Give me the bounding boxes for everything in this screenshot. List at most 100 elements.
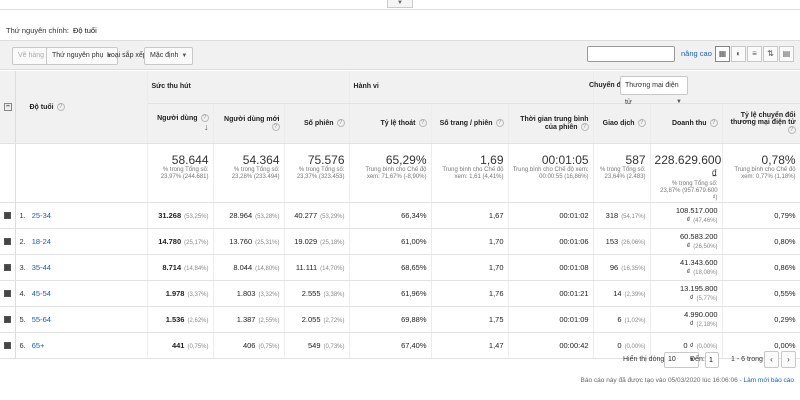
help-icon[interactable]: ?	[709, 119, 718, 127]
primary-dimension-value[interactable]: Độ tuổi	[72, 26, 97, 35]
toolbar: Vẽ hàng Thứ nguyên phụ ▼ Loại sắp xếp: Mặ…	[0, 40, 800, 70]
revenue-cell: 13.195.800 ₫ (5,77%)	[650, 280, 723, 307]
revenue-value: 60.583.200 ₫	[680, 232, 718, 250]
users-pct: (2,62%)	[187, 317, 209, 324]
duration-cell: 00:01:08	[508, 254, 594, 281]
col-transactions[interactable]: Giao dịch?	[593, 103, 651, 144]
age-group-link[interactable]: 65+	[31, 340, 45, 350]
secondary-dimension-dropdown[interactable]: Thứ nguyên phụ ▼	[46, 47, 119, 65]
sessions-cell: 549 (0,73%)	[284, 332, 350, 359]
users-pct: (14,84%)	[184, 265, 209, 272]
row-checkbox[interactable]	[4, 212, 11, 220]
col-duration-label: Thời gian trung bình của phiên	[520, 115, 589, 131]
next-page-button[interactable]: ›	[781, 351, 796, 368]
users-pct: (3,37%)	[187, 291, 209, 298]
comparison-view-icon[interactable]: ⇅	[763, 46, 778, 62]
row-checkbox[interactable]	[4, 238, 11, 246]
sort-type-dropdown[interactable]: Mặc định ▼	[144, 47, 194, 65]
minus-icon[interactable]: –	[4, 102, 12, 111]
performance-view-icon[interactable]: ≡	[747, 46, 762, 62]
plot-rows-button[interactable]: Vẽ hàng	[12, 47, 51, 65]
age-group-link[interactable]: 25-34	[31, 210, 51, 220]
row-checkbox[interactable]	[4, 264, 11, 272]
chevron-down-icon: ▼	[181, 53, 188, 59]
refresh-report-link[interactable]: Làm mới báo cáo	[743, 377, 794, 384]
view-switcher: ▦ ◐ ≡ ⇅ ▤	[715, 46, 795, 62]
table-row: 1. 25-34 31.268 (53,25%) 28.964 (53,28%) 40.27…	[0, 202, 800, 229]
top-bar: ▼	[0, 0, 800, 10]
help-icon[interactable]: ?	[580, 122, 589, 131]
pages-cell: 1,47	[431, 332, 509, 359]
help-icon[interactable]: ?	[336, 119, 345, 127]
transactions-value: 14	[613, 288, 622, 298]
pages-cell: 1,76	[431, 280, 509, 307]
age-group-link[interactable]: 35-44	[31, 262, 51, 272]
col-bounce-rate[interactable]: Tỷ lệ thoát?	[349, 103, 432, 144]
row-checkbox[interactable]	[4, 290, 11, 298]
users-value: 31.268	[158, 210, 182, 220]
pivot-view-icon[interactable]: ▤	[779, 46, 794, 62]
goto-page-input[interactable]	[705, 352, 719, 368]
conversion-type-dropdown[interactable]: Thương mại điện tử ▼	[620, 76, 688, 106]
conversion-cell: 0,29%	[722, 306, 800, 333]
search-input[interactable]	[587, 46, 675, 62]
prev-page-button[interactable]: ‹	[764, 351, 779, 368]
help-icon[interactable]: ?	[200, 114, 209, 122]
help-icon[interactable]: ?	[787, 126, 796, 134]
row-checkbox[interactable]	[4, 342, 11, 350]
table-row: 5. 55-64 1.536 (2,62%) 1.387 (2,55%) 2.055 (2,7…	[0, 306, 800, 333]
report-generated-text: Báo cáo này đã được tạo vào 05/03/2020 l…	[580, 377, 744, 384]
users-cell: 441 (0,75%)	[147, 332, 214, 359]
dimension-cell: 2. 18-24	[15, 228, 148, 255]
total-cell: 1,69 Trung bình cho Chế độ xem: 1,61 (4,4…	[431, 143, 509, 203]
help-icon[interactable]: ?	[637, 119, 646, 127]
select-all-cell[interactable]: –	[0, 71, 16, 144]
col-pages-per-session[interactable]: Số trang / phiên?	[431, 103, 509, 144]
collapse-handle[interactable]: ▼	[387, 0, 413, 8]
col-avg-session-duration[interactable]: Thời gian trung bình của phiên?	[508, 103, 594, 144]
table-view-icon[interactable]: ▦	[715, 46, 730, 62]
row-checkbox[interactable]	[4, 316, 11, 324]
help-icon[interactable]: ?	[56, 102, 65, 111]
col-new-users[interactable]: Người dùng mới?	[213, 103, 285, 144]
help-icon[interactable]: ?	[271, 122, 280, 131]
dimension-header[interactable]: Độ tuổi?	[15, 71, 148, 144]
col-sessions[interactable]: Số phiên?	[284, 103, 350, 144]
help-icon[interactable]: ?	[418, 119, 427, 127]
advanced-filter-link[interactable]: nâng cao	[681, 49, 712, 58]
transactions-cell: 0 (0,00%)	[593, 332, 651, 359]
revenue-pct: (5,77%)	[696, 296, 718, 302]
row-checkbox-cell[interactable]	[0, 228, 16, 255]
age-group-link[interactable]: 18-24	[31, 236, 51, 246]
age-group-link[interactable]: 55-64	[31, 314, 51, 324]
sort-desc-icon[interactable]: ↓	[204, 122, 209, 132]
rows-per-page-select[interactable]: 10 ▼	[664, 352, 699, 368]
column-header-row: Người dùng ?↓ Người dùng mới? Số phiên? T…	[0, 103, 800, 144]
total-value: 54.364	[242, 152, 280, 167]
row-checkbox-cell[interactable]	[0, 202, 16, 229]
transactions-pct: (26,06%)	[621, 239, 646, 246]
age-group-link[interactable]: 45-54	[31, 288, 51, 298]
col-revenue[interactable]: Doanh thu?	[650, 103, 723, 144]
users-value: 1.978	[165, 288, 185, 298]
help-icon[interactable]: ?	[495, 119, 504, 127]
pie-view-icon[interactable]: ◐	[731, 46, 746, 62]
bounce-cell: 66,34%	[349, 202, 432, 229]
transactions-pct: (2,39%)	[624, 291, 646, 298]
row-checkbox-cell[interactable]	[0, 280, 16, 307]
conversion-cell: 0,80%	[722, 228, 800, 255]
conversion-cell: 0,55%	[722, 280, 800, 307]
row-checkbox-cell[interactable]	[0, 254, 16, 281]
total-value: 1,69	[480, 152, 504, 167]
col-users[interactable]: Người dùng ?↓	[147, 103, 214, 144]
row-checkbox-cell[interactable]	[0, 332, 16, 359]
sessions-value: 2.555	[301, 288, 321, 298]
row-checkbox-cell[interactable]	[0, 306, 16, 333]
total-cell: 0,78% Trung bình cho Chế độ xem: 0,77% (1…	[722, 143, 800, 203]
sessions-value: 19.029	[294, 236, 318, 246]
total-cell: 54.364% trong Tổng số: 23,28% (233.494)	[213, 143, 285, 203]
conversion-type-value: Thương mại điện tử	[625, 82, 679, 106]
users-pct: (0,75%)	[187, 343, 209, 350]
col-conversion-rate[interactable]: Tỷ lệ chuyển đổi thương mại điện tử?	[722, 103, 800, 144]
new-users-pct: (53,28%)	[255, 213, 280, 220]
